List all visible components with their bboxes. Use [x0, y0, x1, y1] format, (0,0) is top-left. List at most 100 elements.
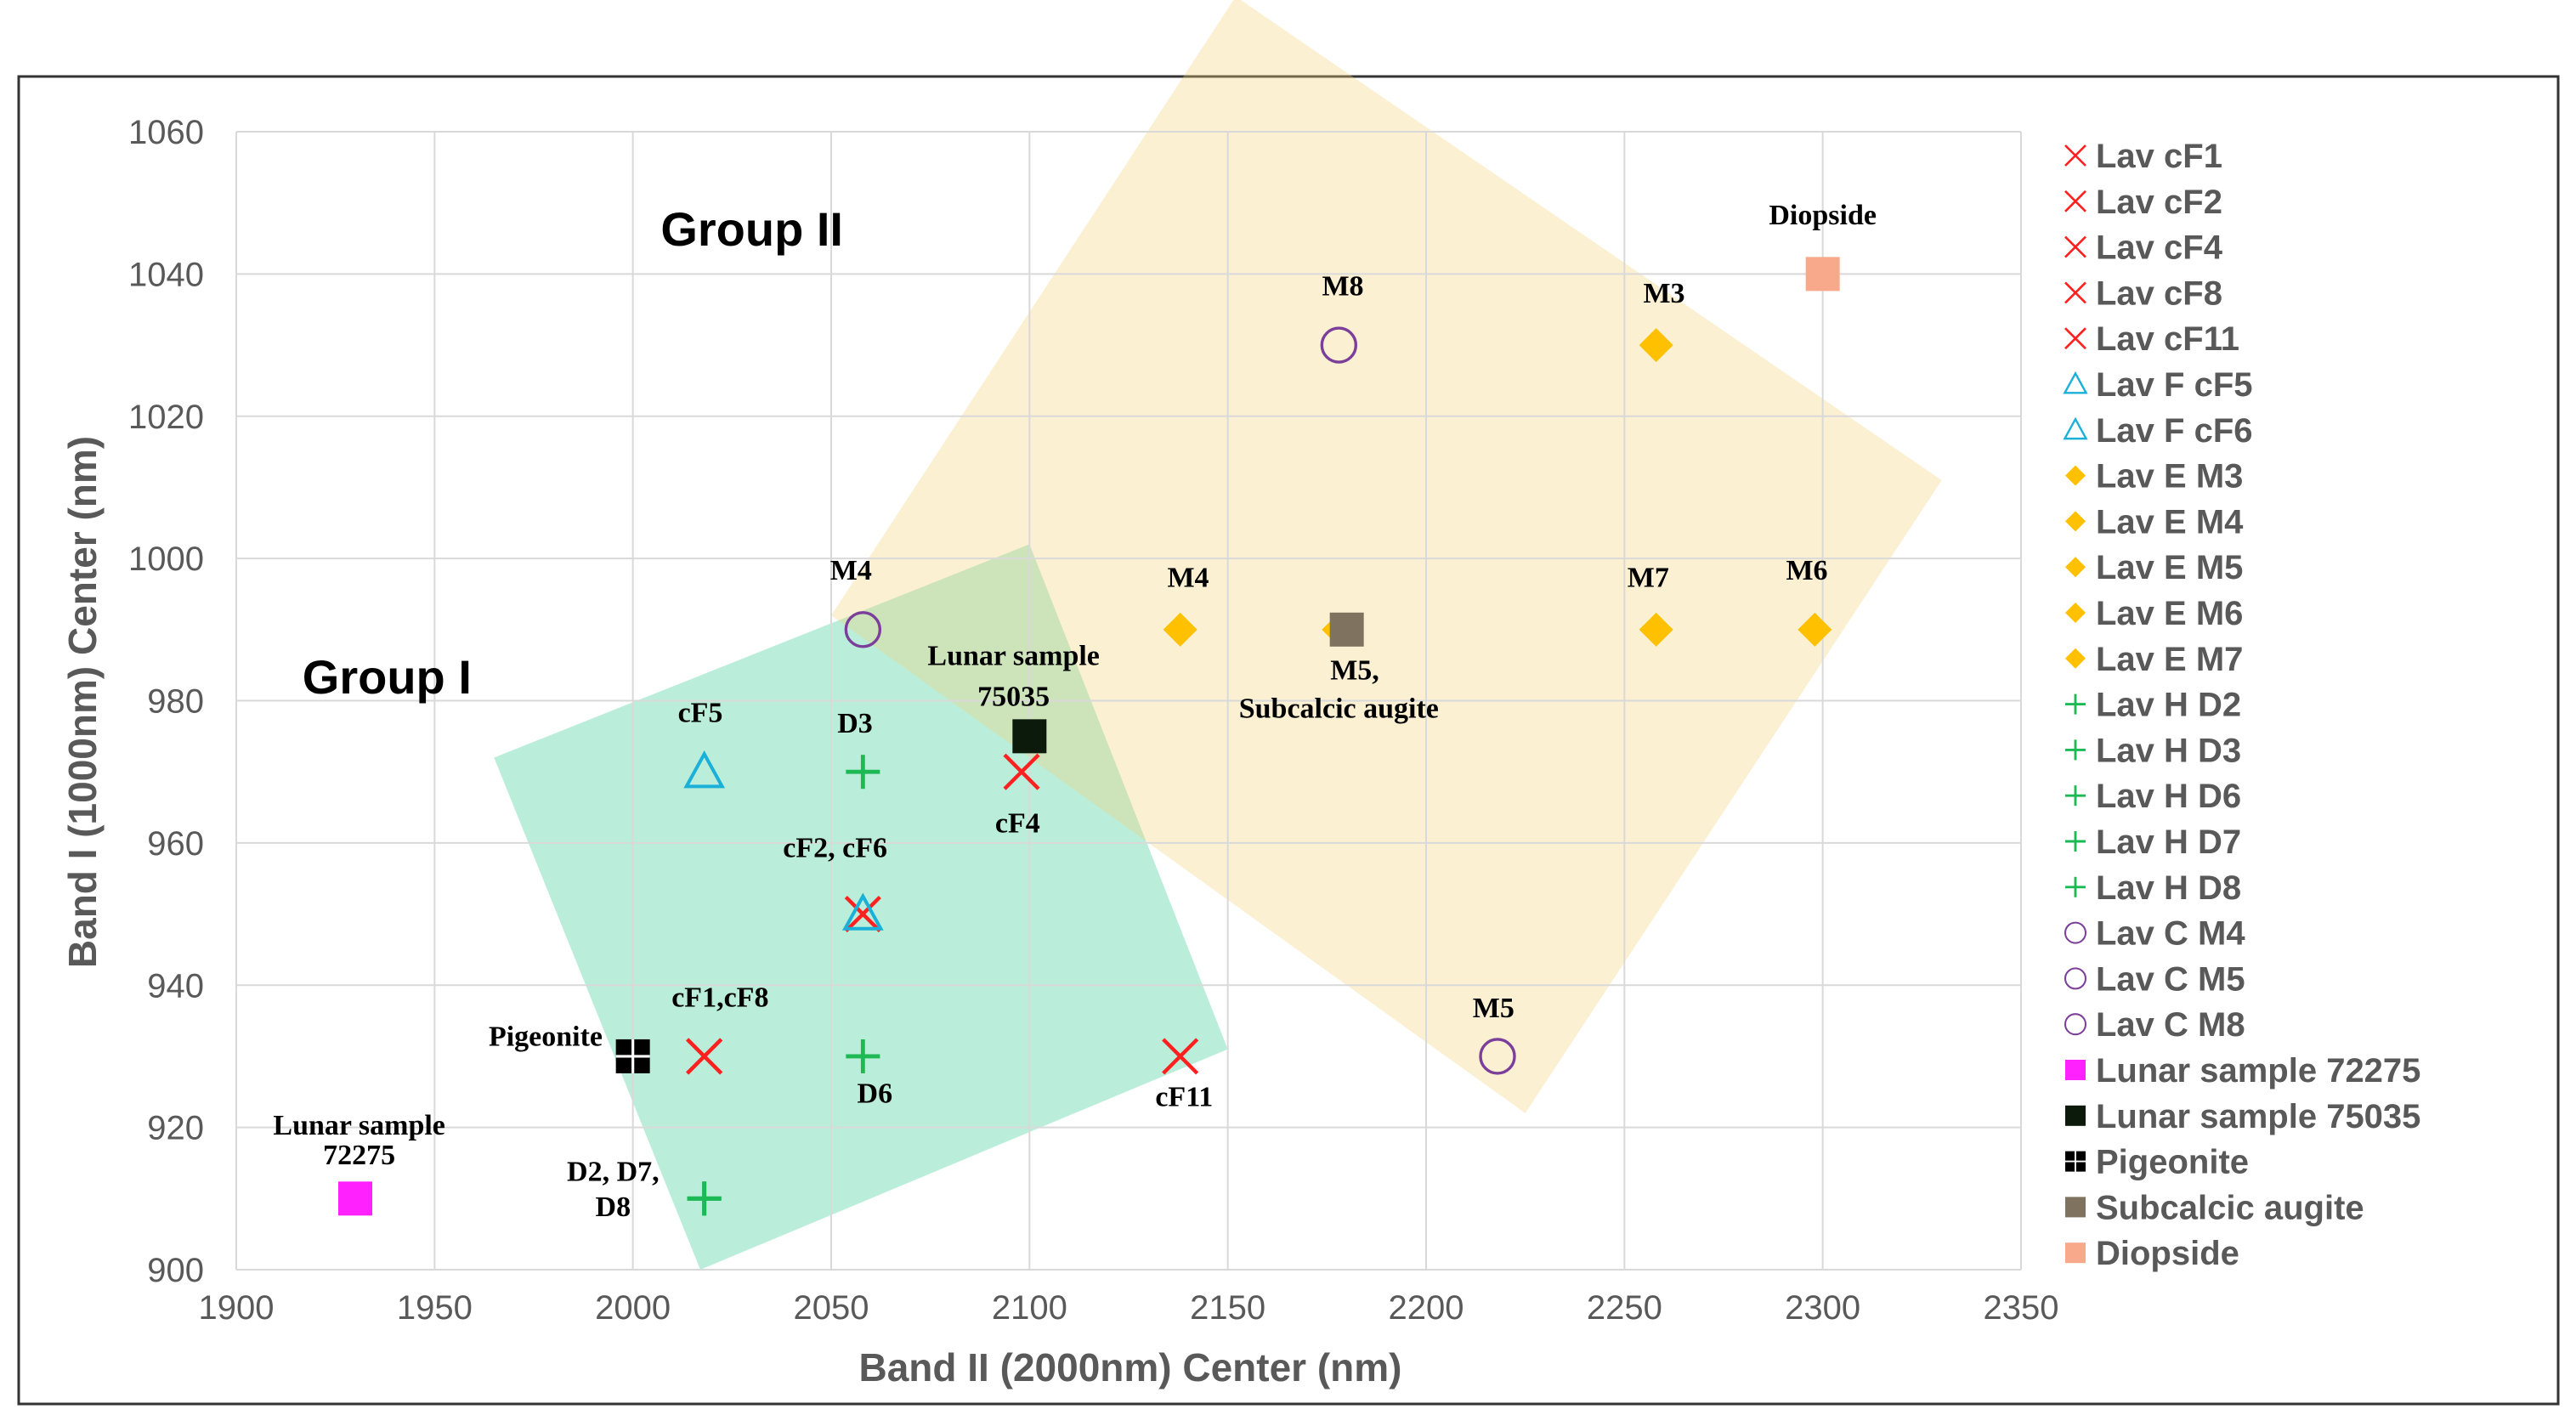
legend-label: Lav H D3 — [2096, 732, 2241, 769]
legend-item: Lav E M5 — [2065, 549, 2243, 586]
x-tick-label: 1950 — [397, 1289, 473, 1327]
y-tick-label: 900 — [147, 1252, 204, 1289]
x-stroke — [2064, 235, 2086, 258]
data-point — [846, 1039, 880, 1073]
data-point — [1798, 612, 1832, 647]
legend-item: Pigeonite — [2065, 1144, 2249, 1181]
legend-item: Lav cF11 — [2064, 320, 2239, 358]
legend-marker — [2065, 739, 2086, 761]
point-annotation: cF2, cF6 — [783, 833, 887, 864]
x-stroke — [844, 896, 881, 933]
legend-marker — [2065, 785, 2086, 807]
group-label: Group II — [660, 202, 843, 256]
triangle-shape — [2063, 371, 2088, 394]
triangle-shape — [683, 750, 726, 789]
legend-item: Lav E M4 — [2065, 503, 2244, 541]
y-tick-label: 960 — [147, 825, 204, 863]
legend-marker — [2064, 921, 2087, 944]
circle-shape — [844, 611, 882, 648]
data-point — [1639, 328, 1673, 363]
circle-shape — [1320, 326, 1358, 364]
square-shape — [2065, 1105, 2086, 1126]
legend-item: Lav H D7 — [2065, 824, 2241, 861]
diamond-shape — [2065, 465, 2086, 486]
circle-shape — [1479, 1038, 1516, 1075]
legend-item: Lav H D8 — [2065, 869, 2241, 907]
legend-label: Lav E M4 — [2096, 503, 2244, 541]
legend-label: Lav F cF6 — [2096, 412, 2253, 450]
legend-label: Lav cF11 — [2096, 320, 2239, 358]
x-stroke — [2064, 144, 2086, 167]
chart-frame — [17, 75, 2560, 1406]
point-annotation: cF11 — [1155, 1082, 1213, 1113]
data-point — [844, 611, 882, 648]
square-shape — [1329, 612, 1364, 647]
legend-marker — [2064, 190, 2086, 212]
legend-label: Lav cF1 — [2096, 138, 2222, 175]
diamond-shape — [1163, 612, 1197, 647]
legend-marker — [2064, 235, 2086, 258]
legend-marker — [2065, 1060, 2086, 1080]
legend-item: Lav C M5 — [2064, 960, 2245, 998]
legend-item: Lav H D6 — [2065, 778, 2241, 815]
legend-item: Lav E M6 — [2065, 595, 2243, 632]
y-tick-label: 1060 — [128, 114, 204, 151]
data-point — [1639, 612, 1673, 647]
point-annotation: M8 — [1322, 270, 1363, 302]
square-shape — [1012, 719, 1047, 754]
legend-item: Lav E M3 — [2065, 458, 2243, 495]
point-annotation: Lunar sample — [927, 641, 1099, 672]
legend-marker — [2064, 281, 2086, 304]
x-tick-label: 2100 — [992, 1289, 1067, 1327]
legend-marker — [2065, 831, 2086, 852]
region-group-ii — [831, 0, 1942, 1113]
diamond-shape — [1798, 612, 1832, 647]
point-annotation: Diopside — [1769, 200, 1877, 231]
y-tick-label: 1020 — [128, 399, 204, 436]
legend-item: Diopside — [2065, 1235, 2239, 1272]
points-layer — [338, 257, 1840, 1216]
data-point — [338, 1181, 372, 1216]
x-stroke — [2064, 281, 2086, 304]
square-shape — [2065, 1242, 2086, 1264]
legend-label: Lunar sample 75035 — [2096, 1098, 2420, 1135]
circle-shape — [2064, 921, 2087, 944]
x-stroke — [2064, 190, 2086, 212]
legend-item: Lunar sample 72275 — [2065, 1052, 2420, 1090]
point-annotation: M4 — [1167, 563, 1209, 594]
data-point — [1012, 719, 1047, 754]
data-point — [1320, 326, 1358, 364]
point-annotation: D8 — [596, 1191, 631, 1223]
x-tick-label: 1900 — [199, 1289, 275, 1327]
point-annotation: 72275 — [323, 1140, 395, 1171]
data-point — [1003, 753, 1040, 790]
legend-label: Lav H D2 — [2096, 687, 2241, 724]
legend-label: Lav C M8 — [2096, 1006, 2245, 1044]
legend-item: Lav H D2 — [2065, 687, 2241, 724]
legend-label: Lav E M3 — [2096, 458, 2243, 495]
legend-item: Lav E M7 — [2065, 641, 2243, 678]
legend-label: Lav C M5 — [2096, 960, 2245, 998]
point-annotation: Subcalcic augite — [1239, 693, 1439, 725]
legend-marker — [2065, 1151, 2086, 1172]
legend-marker — [2064, 967, 2087, 990]
legend-marker — [2065, 693, 2086, 715]
data-point — [1329, 612, 1364, 647]
point-annotation: cF1,cF8 — [671, 982, 768, 1013]
x-tick-label: 2300 — [1785, 1289, 1860, 1327]
legend-label: Lav E M7 — [2096, 641, 2243, 678]
point-annotation: M5 — [1473, 993, 1514, 1024]
diamond-shape — [1639, 612, 1673, 647]
legend-marker — [2065, 1242, 2086, 1264]
legend-item: Lav H D3 — [2065, 732, 2241, 769]
legend-marker — [2064, 144, 2086, 167]
y-tick-label: 1040 — [128, 256, 204, 293]
legend-label: Lunar sample 72275 — [2096, 1052, 2420, 1090]
square-shape — [2065, 1060, 2086, 1080]
legend-item: Lav C M4 — [2064, 915, 2245, 953]
y-tick-label: 920 — [147, 1110, 204, 1147]
legend-label: Lav C M4 — [2096, 915, 2245, 953]
legend-marker — [2064, 1013, 2087, 1036]
data-point — [687, 1181, 722, 1216]
data-point — [844, 896, 881, 933]
